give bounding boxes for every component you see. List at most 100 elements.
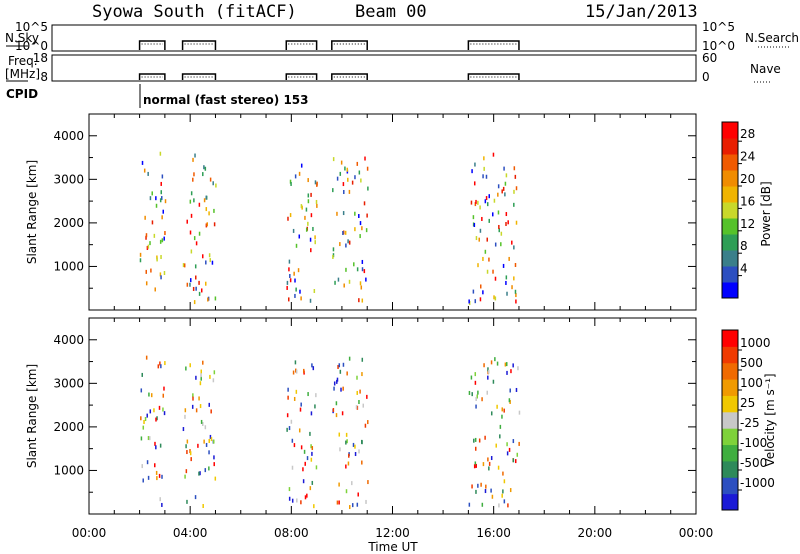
scatter-point <box>336 176 339 181</box>
scatter-point <box>287 216 289 221</box>
scatter-point <box>488 466 490 471</box>
nave-label: Nave <box>750 62 781 76</box>
scatter-point <box>163 236 165 241</box>
scatter-point <box>214 296 217 301</box>
scatter-point <box>300 402 302 407</box>
scatter-point <box>311 451 313 456</box>
scatter-point <box>154 463 156 468</box>
scatter-point <box>482 290 484 295</box>
scatter-point <box>305 207 308 212</box>
scatter-point <box>354 175 356 180</box>
scatter-point <box>186 219 188 224</box>
scatter-point <box>160 181 162 186</box>
scatter-point <box>513 245 515 250</box>
scatter-point <box>468 502 471 507</box>
x-tick-labels: 00:00 04:00 08:00 12:00 16:00 20:00 00:00 <box>72 526 714 540</box>
scatter-point <box>140 388 143 393</box>
scatter-point <box>309 298 312 303</box>
scatter-point <box>518 410 521 415</box>
scatter-point <box>156 476 158 481</box>
colorbar-segment <box>722 186 738 203</box>
scatter-point <box>488 257 490 262</box>
scatter-point <box>516 452 519 457</box>
scatter-point <box>313 289 316 294</box>
scatter-point <box>337 364 339 369</box>
scatter-point <box>345 432 348 437</box>
x-tick-label: 12:00 <box>375 526 410 540</box>
scatter-point <box>293 271 295 276</box>
scatter-point <box>473 222 476 227</box>
scatter-point <box>494 357 496 362</box>
power-colorbar-label: Power [dB] <box>759 181 773 246</box>
scatter-point <box>287 387 289 392</box>
power-yticks: 1000 2000 3000 4000 <box>53 129 84 274</box>
scatter-point <box>336 379 338 384</box>
scatter-point <box>182 263 185 268</box>
scatter-point <box>306 456 309 461</box>
y-tick-label: 4000 <box>53 129 84 143</box>
velocity-panel: Slant Range [km] 1000 2000 3000 4000 1000 50… <box>25 317 777 515</box>
scatter-point <box>185 444 187 449</box>
scatter-point <box>313 504 315 509</box>
scatter-point <box>354 444 356 449</box>
scatter-point <box>149 241 151 246</box>
scatter-point <box>297 268 300 273</box>
scatter-point <box>314 235 316 240</box>
colorbar-tick-label: 500 <box>740 356 763 370</box>
scatter-point <box>312 366 315 371</box>
scatter-point <box>346 439 348 444</box>
scatter-point <box>348 189 351 194</box>
colorbar-tick-label: 24 <box>740 150 755 164</box>
scatter-point <box>490 488 492 493</box>
scatter-point <box>192 396 194 401</box>
scatter-point <box>301 205 303 210</box>
scatter-point <box>156 257 158 262</box>
scatter-point <box>304 461 306 466</box>
scatter-point <box>295 287 297 292</box>
colorbar-segment <box>722 362 738 380</box>
scatter-point <box>474 446 477 451</box>
scatter-point <box>362 403 364 408</box>
scatter-point <box>189 230 192 235</box>
scatter-point <box>473 181 476 186</box>
scatter-point <box>342 230 345 235</box>
scatter-point <box>309 237 312 242</box>
scatter-point <box>155 470 158 475</box>
nsky-trace <box>138 40 166 50</box>
scatter-point <box>287 395 289 400</box>
scatter-point <box>210 437 213 442</box>
colorbar-tick-label: 25 <box>740 396 755 410</box>
y-tick-label: 3000 <box>53 172 84 186</box>
scatter-point <box>474 162 476 167</box>
scatter-point <box>366 213 368 218</box>
scatter-point <box>488 218 490 223</box>
freq-panel: Freq. [MHz] 18 8 60 0 Nave <box>5 51 781 84</box>
scatter-point <box>501 414 503 419</box>
date-title: 15/Jan/2013 <box>585 2 698 22</box>
scatter-point <box>199 471 201 476</box>
scatter-point <box>189 363 191 368</box>
scatter-point <box>505 280 507 285</box>
power-axis-ticks <box>88 114 697 310</box>
colorbar-segment <box>722 444 738 462</box>
scatter-point <box>348 453 350 458</box>
scatter-point <box>473 464 476 469</box>
scatter-point <box>336 377 339 382</box>
scatter-point <box>183 263 186 268</box>
scatter-point <box>479 228 482 233</box>
scatter-point <box>200 369 202 374</box>
nsky-label: N.Sky <box>5 31 39 45</box>
scatter-point <box>141 160 144 165</box>
scatter-point <box>474 461 477 466</box>
scatter-point <box>508 256 510 261</box>
scatter-point <box>185 366 187 371</box>
scatter-point <box>364 156 366 161</box>
scatter-point <box>295 369 298 374</box>
scatter-point <box>286 413 289 418</box>
scatter-point <box>147 475 150 480</box>
scatter-point <box>309 431 311 436</box>
scatter-point <box>205 195 208 200</box>
velocity-ylabel: Slant Range [km] <box>25 364 39 468</box>
scatter-point <box>155 445 157 450</box>
scatter-point <box>198 471 200 476</box>
